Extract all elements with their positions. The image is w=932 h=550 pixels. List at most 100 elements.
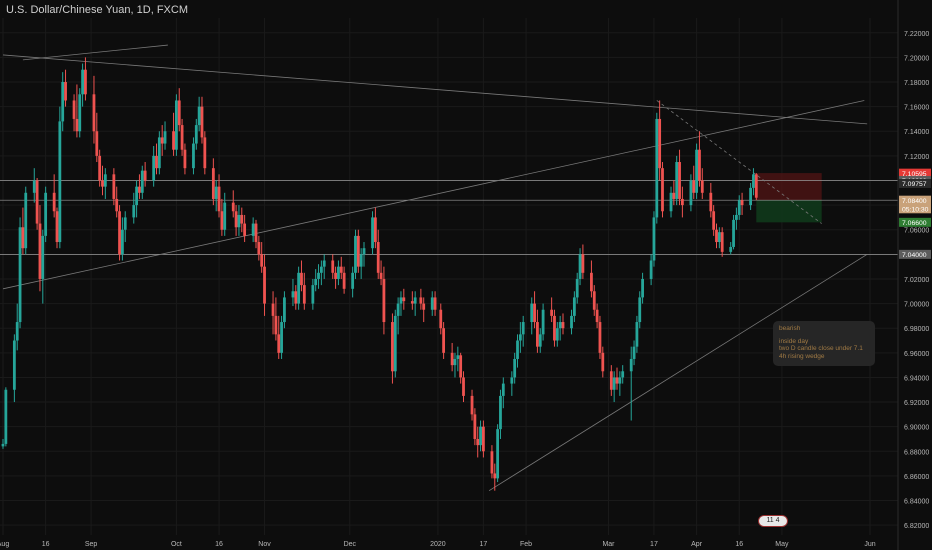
candle (157, 137, 161, 169)
candle (211, 168, 215, 199)
candle (635, 322, 639, 347)
candle (692, 180, 696, 193)
candle (175, 100, 178, 150)
time-tick-label: Dec (344, 541, 357, 548)
candle (311, 285, 315, 304)
candle (550, 309, 554, 316)
candle (410, 301, 414, 304)
candle (342, 272, 346, 289)
price-tick-label: 6.84000 (904, 499, 929, 506)
horizontal-levels (0, 180, 898, 255)
chart-title: U.S. Dollar/Chinese Yuan, 1D, FXCM (6, 4, 188, 16)
price-tag-box (899, 217, 931, 227)
candle (274, 315, 278, 335)
time-tick-label: Oct (171, 541, 182, 548)
annotation-note[interactable]: bearish inside day two D candle close un… (773, 321, 875, 366)
candle (558, 322, 562, 329)
candle (553, 315, 556, 341)
candle (294, 291, 298, 304)
candle (135, 186, 139, 206)
candle (609, 371, 613, 390)
candle (393, 315, 397, 372)
candle (510, 377, 514, 384)
time-tick-label: 16 (42, 541, 50, 548)
candle (322, 260, 326, 267)
candle (672, 192, 676, 199)
candle (749, 187, 753, 206)
candle (152, 155, 156, 181)
candle (590, 272, 593, 292)
candle (453, 358, 457, 366)
candle (271, 303, 275, 316)
candle (729, 246, 733, 252)
candle (314, 278, 318, 286)
price-tick-label: 7.06000 (904, 228, 929, 235)
candle (234, 211, 238, 228)
candle (95, 131, 99, 156)
time-tick-label: Nov (258, 541, 271, 548)
candle (32, 180, 36, 193)
candle (84, 69, 87, 95)
candle (402, 297, 406, 302)
candle (422, 303, 426, 310)
price-tick-label: 7.14000 (904, 129, 929, 136)
candle (112, 174, 116, 199)
candle (561, 322, 565, 329)
candle (78, 94, 82, 132)
candle (399, 297, 403, 304)
candle (698, 149, 701, 181)
candle (81, 69, 84, 95)
time-tick-label: 17 (650, 541, 658, 548)
price-tick-label: 7.22000 (904, 31, 929, 38)
price-tick-label: 6.98000 (904, 326, 929, 333)
price-tick-label: 6.82000 (904, 523, 929, 530)
candle (459, 355, 463, 378)
trendline-dashed (656, 100, 822, 224)
price-tick-label: 6.96000 (904, 351, 929, 358)
candle (379, 272, 383, 279)
price-tick-label: 7.00000 (904, 302, 929, 309)
candle (61, 82, 65, 122)
candle (351, 272, 355, 289)
price-tick-label: 6.88000 (904, 449, 929, 456)
time-tick-label: Apr (691, 541, 703, 548)
candle (123, 217, 127, 230)
candles (1, 57, 758, 491)
candle (521, 322, 525, 335)
candle (430, 297, 434, 310)
position-zones (756, 173, 822, 223)
candle (575, 278, 579, 298)
candle (499, 395, 502, 430)
candle (21, 227, 25, 249)
candle (254, 223, 258, 243)
candle (470, 395, 474, 415)
price-tag-label: 7.10595 (902, 171, 927, 178)
candle (240, 214, 244, 224)
candle (496, 429, 500, 479)
candle (621, 371, 625, 378)
note-line: inside day (779, 338, 809, 346)
candle (669, 192, 673, 212)
candle (172, 131, 175, 150)
candle (479, 426, 482, 446)
price-tick-label: 7.18000 (904, 80, 929, 87)
candle (55, 211, 59, 243)
candle (501, 383, 505, 396)
candle (1, 443, 5, 447)
candle (263, 266, 266, 304)
candle (541, 309, 545, 335)
candle (732, 219, 735, 247)
candle (376, 242, 380, 273)
candle (35, 180, 39, 224)
candle (243, 223, 247, 236)
candle (38, 223, 42, 279)
price-tag-box (899, 178, 931, 188)
candle (371, 217, 374, 249)
candle (92, 94, 96, 132)
candle (41, 235, 45, 279)
candle (317, 272, 320, 279)
candle (223, 202, 227, 230)
candle (118, 211, 121, 255)
idea-badge[interactable]: 11 4 (758, 515, 788, 527)
